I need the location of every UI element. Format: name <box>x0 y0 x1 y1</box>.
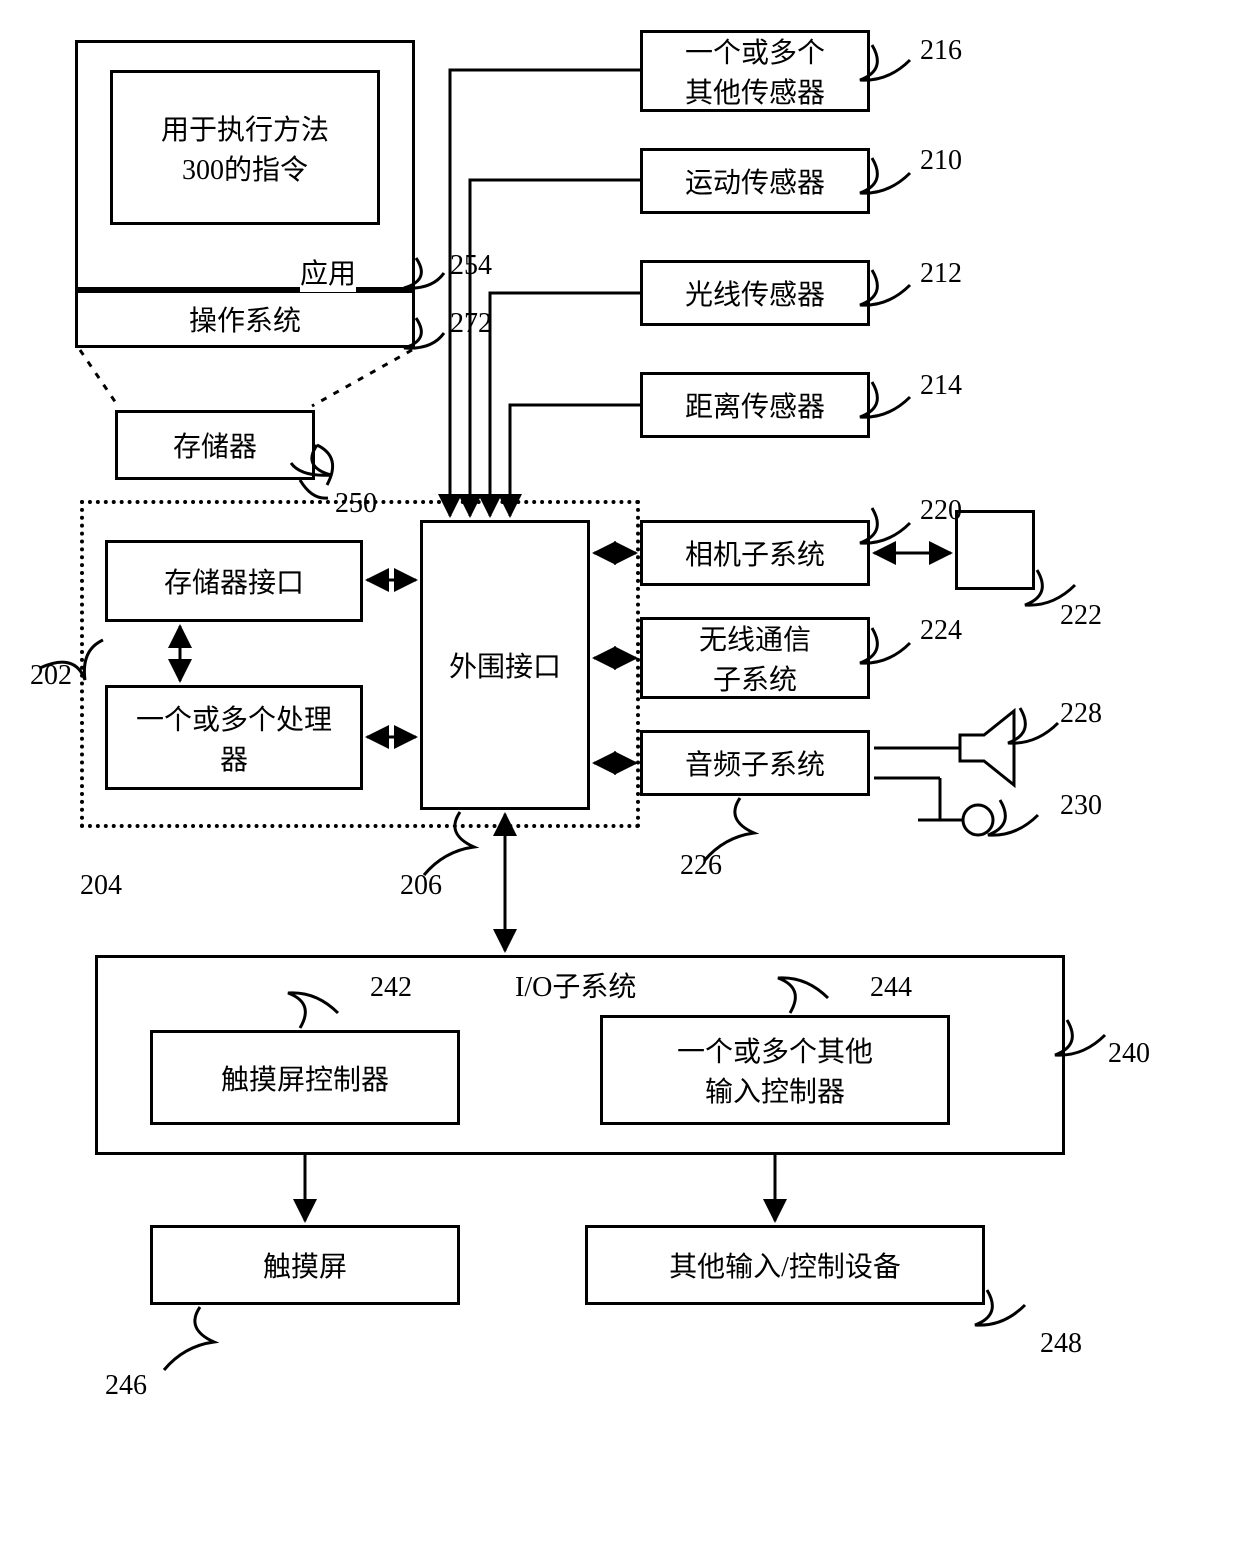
light-sensor-text: 光线传感器 <box>685 273 825 313</box>
proximity-sensor-text: 距离传感器 <box>685 385 825 425</box>
memory-interface-text: 存储器接口 <box>164 561 304 601</box>
os-box: 操作系统 <box>75 290 415 348</box>
application-label: 应用 <box>300 252 356 292</box>
memory-interface-box: 存储器接口 <box>105 540 363 622</box>
camera-subsystem-text: 相机子系统 <box>685 533 825 573</box>
ref-230: 230 <box>1060 790 1102 822</box>
other-io-devices-box: 其他输入/控制设备 <box>585 1225 985 1305</box>
other-io-devices-text: 其他输入/控制设备 <box>669 1245 901 1285</box>
ref-248: 248 <box>1040 1328 1082 1360</box>
ref-226: 226 <box>680 850 722 882</box>
processors-text: 一个或多个处理 器 <box>136 698 332 778</box>
os-text: 操作系统 <box>189 299 301 339</box>
ref-206: 206 <box>400 870 442 902</box>
application-inner-box: 用于执行方法 300的指令 <box>110 70 380 225</box>
camera-subsystem-box: 相机子系统 <box>640 520 870 586</box>
ref-210: 210 <box>920 145 962 177</box>
wireless-subsystem-box: 无线通信 子系统 <box>640 617 870 699</box>
ref-228: 228 <box>1060 698 1102 730</box>
touchscreen-controller-box: 触摸屏控制器 <box>150 1030 460 1125</box>
ref-246: 246 <box>105 1370 147 1402</box>
ref-240: 240 <box>1108 1038 1150 1070</box>
ref-216: 216 <box>920 35 962 67</box>
touchscreen-text: 触摸屏 <box>263 1245 347 1285</box>
ref-222: 222 <box>1060 600 1102 632</box>
ref-242: 242 <box>370 972 412 1004</box>
ref-204: 204 <box>80 870 122 902</box>
ref-244: 244 <box>870 972 912 1004</box>
wireless-subsystem-text: 无线通信 子系统 <box>699 618 811 698</box>
motion-sensor-text: 运动传感器 <box>685 161 825 201</box>
memory-box: 存储器 <box>115 410 315 480</box>
touchscreen-controller-text: 触摸屏控制器 <box>221 1058 389 1098</box>
ref-220: 220 <box>920 495 962 527</box>
light-sensor-box: 光线传感器 <box>640 260 870 326</box>
camera-external-box <box>955 510 1035 590</box>
ref-250: 250 <box>335 488 377 520</box>
other-input-controller-box: 一个或多个其他 输入控制器 <box>600 1015 950 1125</box>
other-input-controller-text: 一个或多个其他 输入控制器 <box>677 1030 873 1110</box>
ref-212: 212 <box>920 258 962 290</box>
io-subsystem-title: I/O子系统 <box>515 965 636 1005</box>
other-sensors-text: 一个或多个 其他传感器 <box>685 31 825 111</box>
other-sensors-box: 一个或多个 其他传感器 <box>640 30 870 112</box>
processors-box: 一个或多个处理 器 <box>105 685 363 790</box>
motion-sensor-box: 运动传感器 <box>640 148 870 214</box>
audio-subsystem-text: 音频子系统 <box>685 743 825 783</box>
peripheral-interface-box: 外围接口 <box>420 520 590 810</box>
audio-subsystem-box: 音频子系统 <box>640 730 870 796</box>
proximity-sensor-box: 距离传感器 <box>640 372 870 438</box>
touchscreen-box: 触摸屏 <box>150 1225 460 1305</box>
memory-text: 存储器 <box>173 425 257 465</box>
ref-254: 254 <box>450 250 492 282</box>
application-inner-text: 用于执行方法 300的指令 <box>161 108 329 188</box>
ref-202: 202 <box>30 660 72 692</box>
ref-224: 224 <box>920 615 962 647</box>
ref-272: 272 <box>450 308 492 340</box>
peripheral-interface-text: 外围接口 <box>449 645 561 685</box>
ref-214: 214 <box>920 370 962 402</box>
